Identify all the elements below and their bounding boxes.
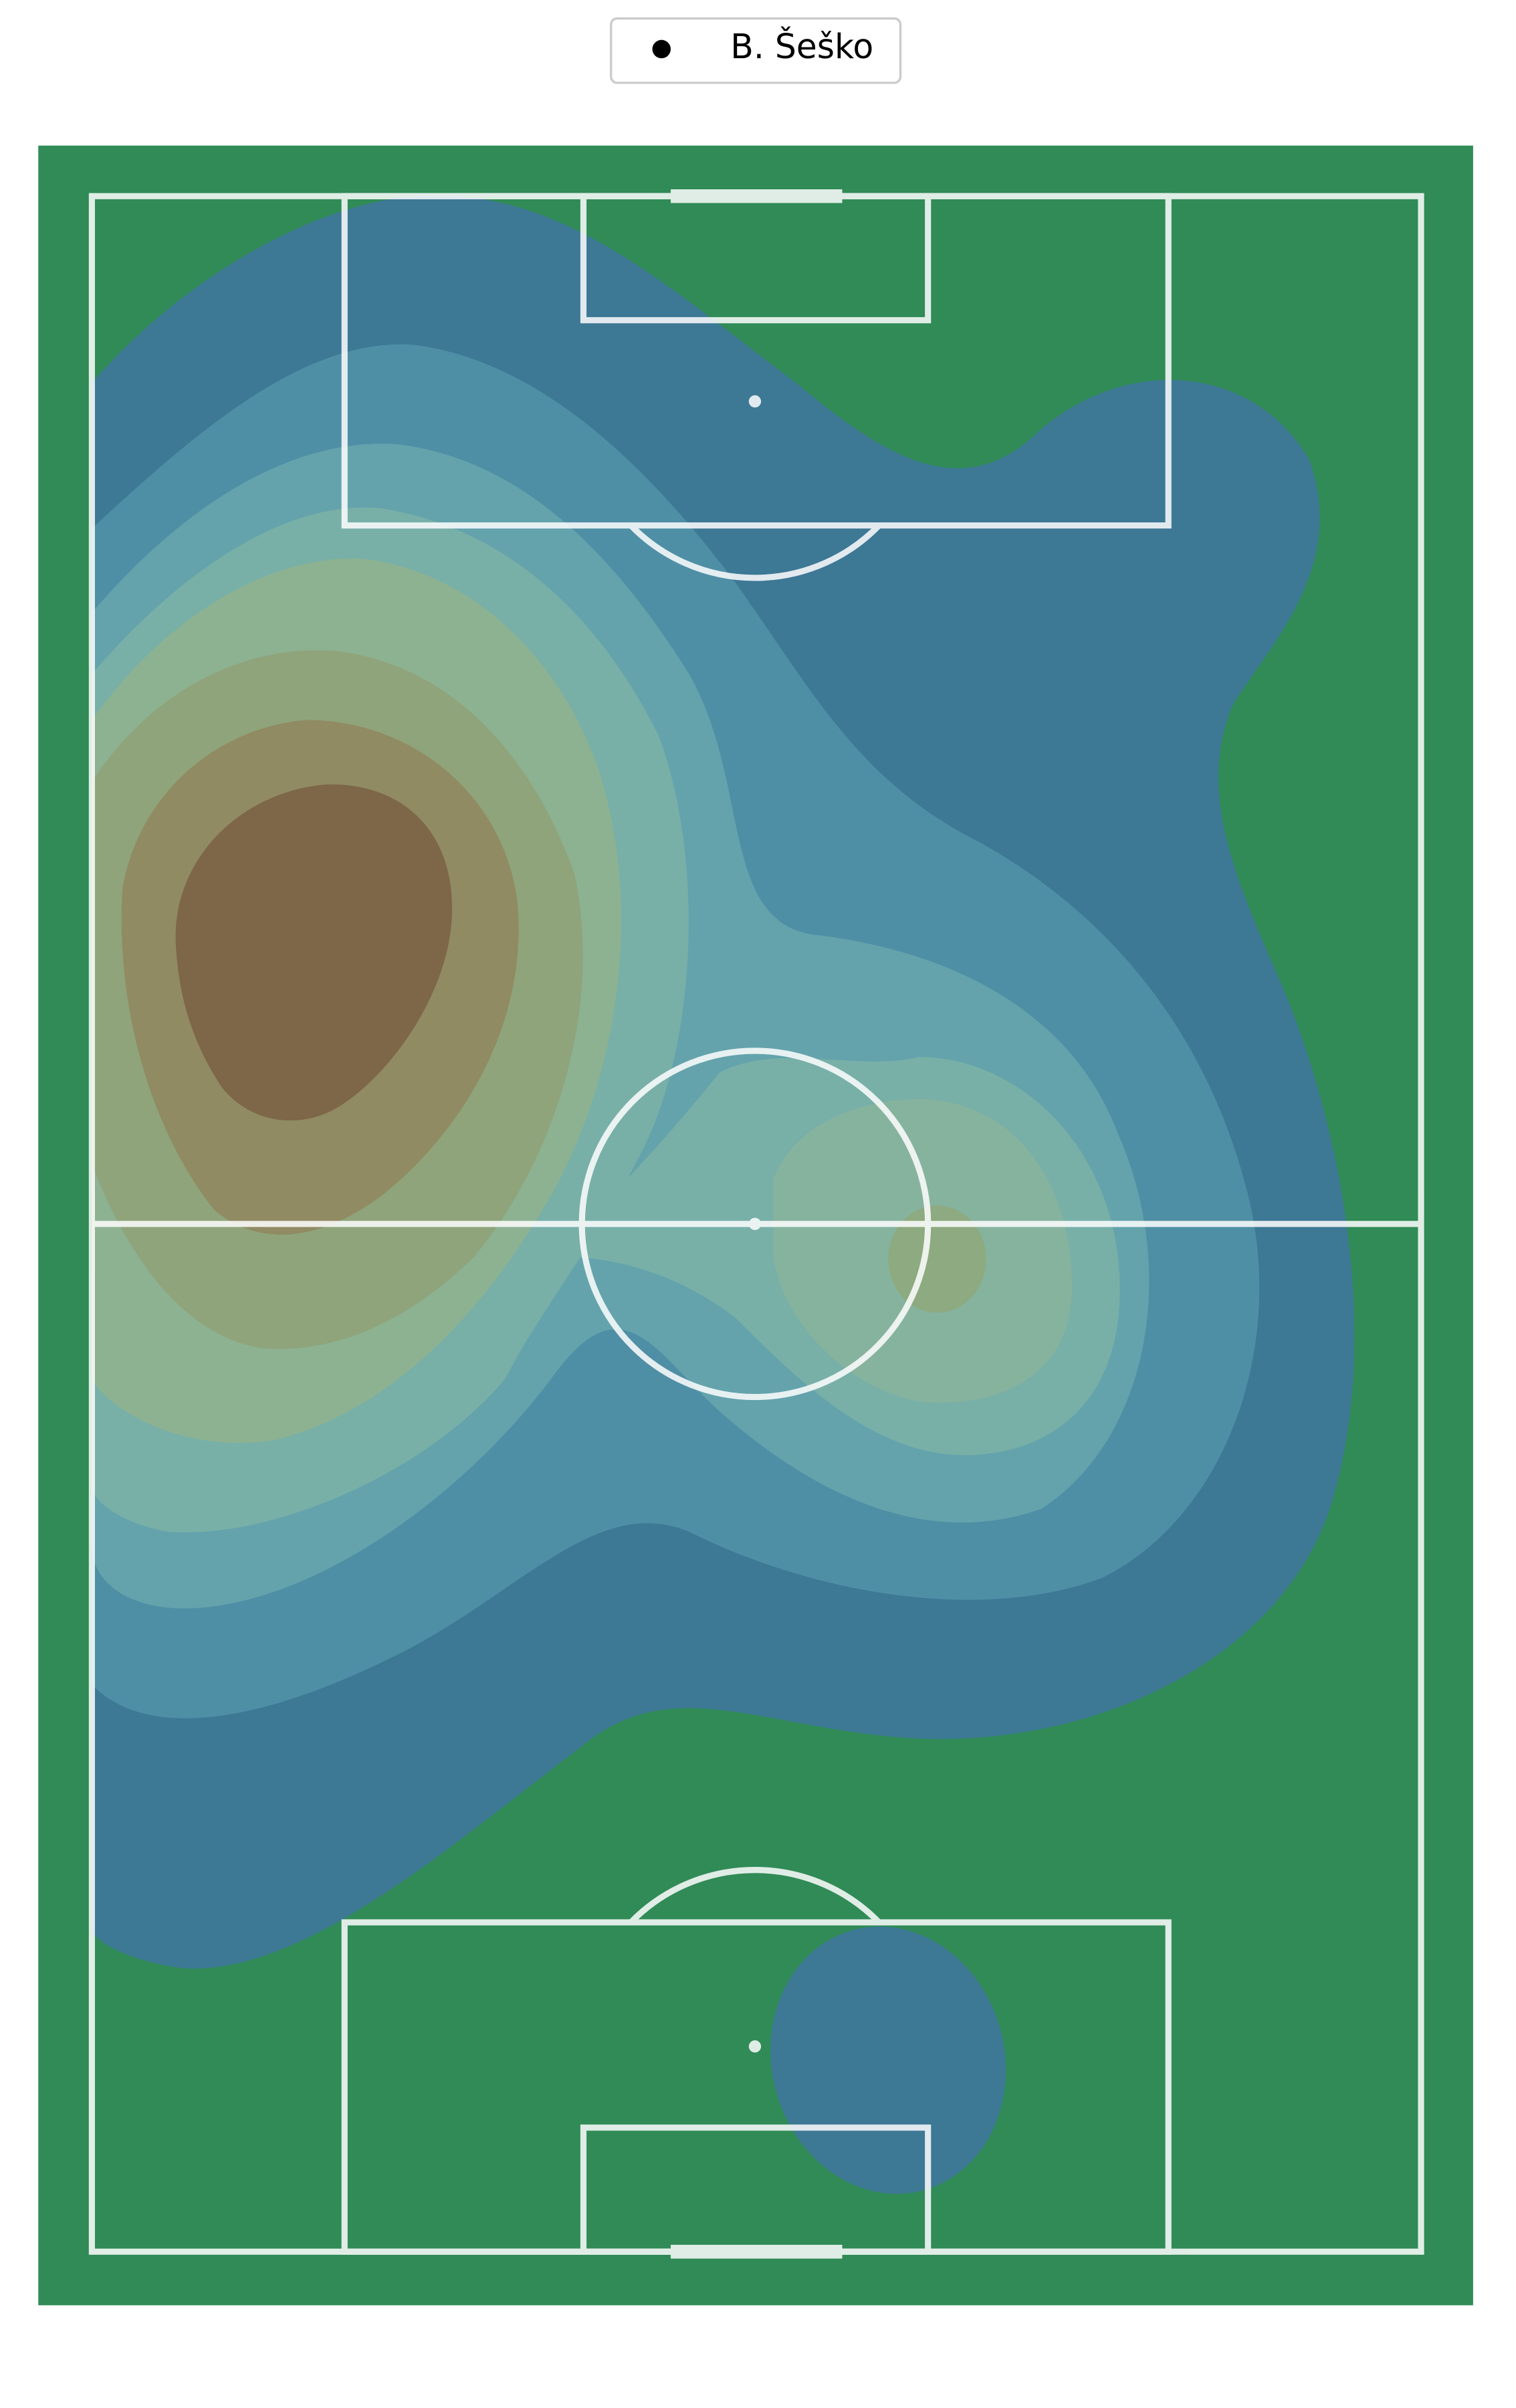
pitch-lines (88, 189, 1424, 2259)
penalty-spot (748, 2040, 762, 2053)
centre-spot (748, 1217, 762, 1230)
contour (175, 784, 453, 1121)
legend: B. Šeško (609, 17, 902, 84)
penalty-spot (748, 395, 762, 408)
legend-box (609, 17, 902, 84)
contour (888, 1205, 986, 1313)
penalty-arc (629, 523, 881, 581)
centre-circle (578, 1047, 932, 1401)
penalty-arc (629, 1867, 881, 1925)
legend-marker (652, 39, 671, 59)
heat-contours (92, 195, 1355, 2194)
legend-label: B. Šeško (730, 27, 873, 66)
